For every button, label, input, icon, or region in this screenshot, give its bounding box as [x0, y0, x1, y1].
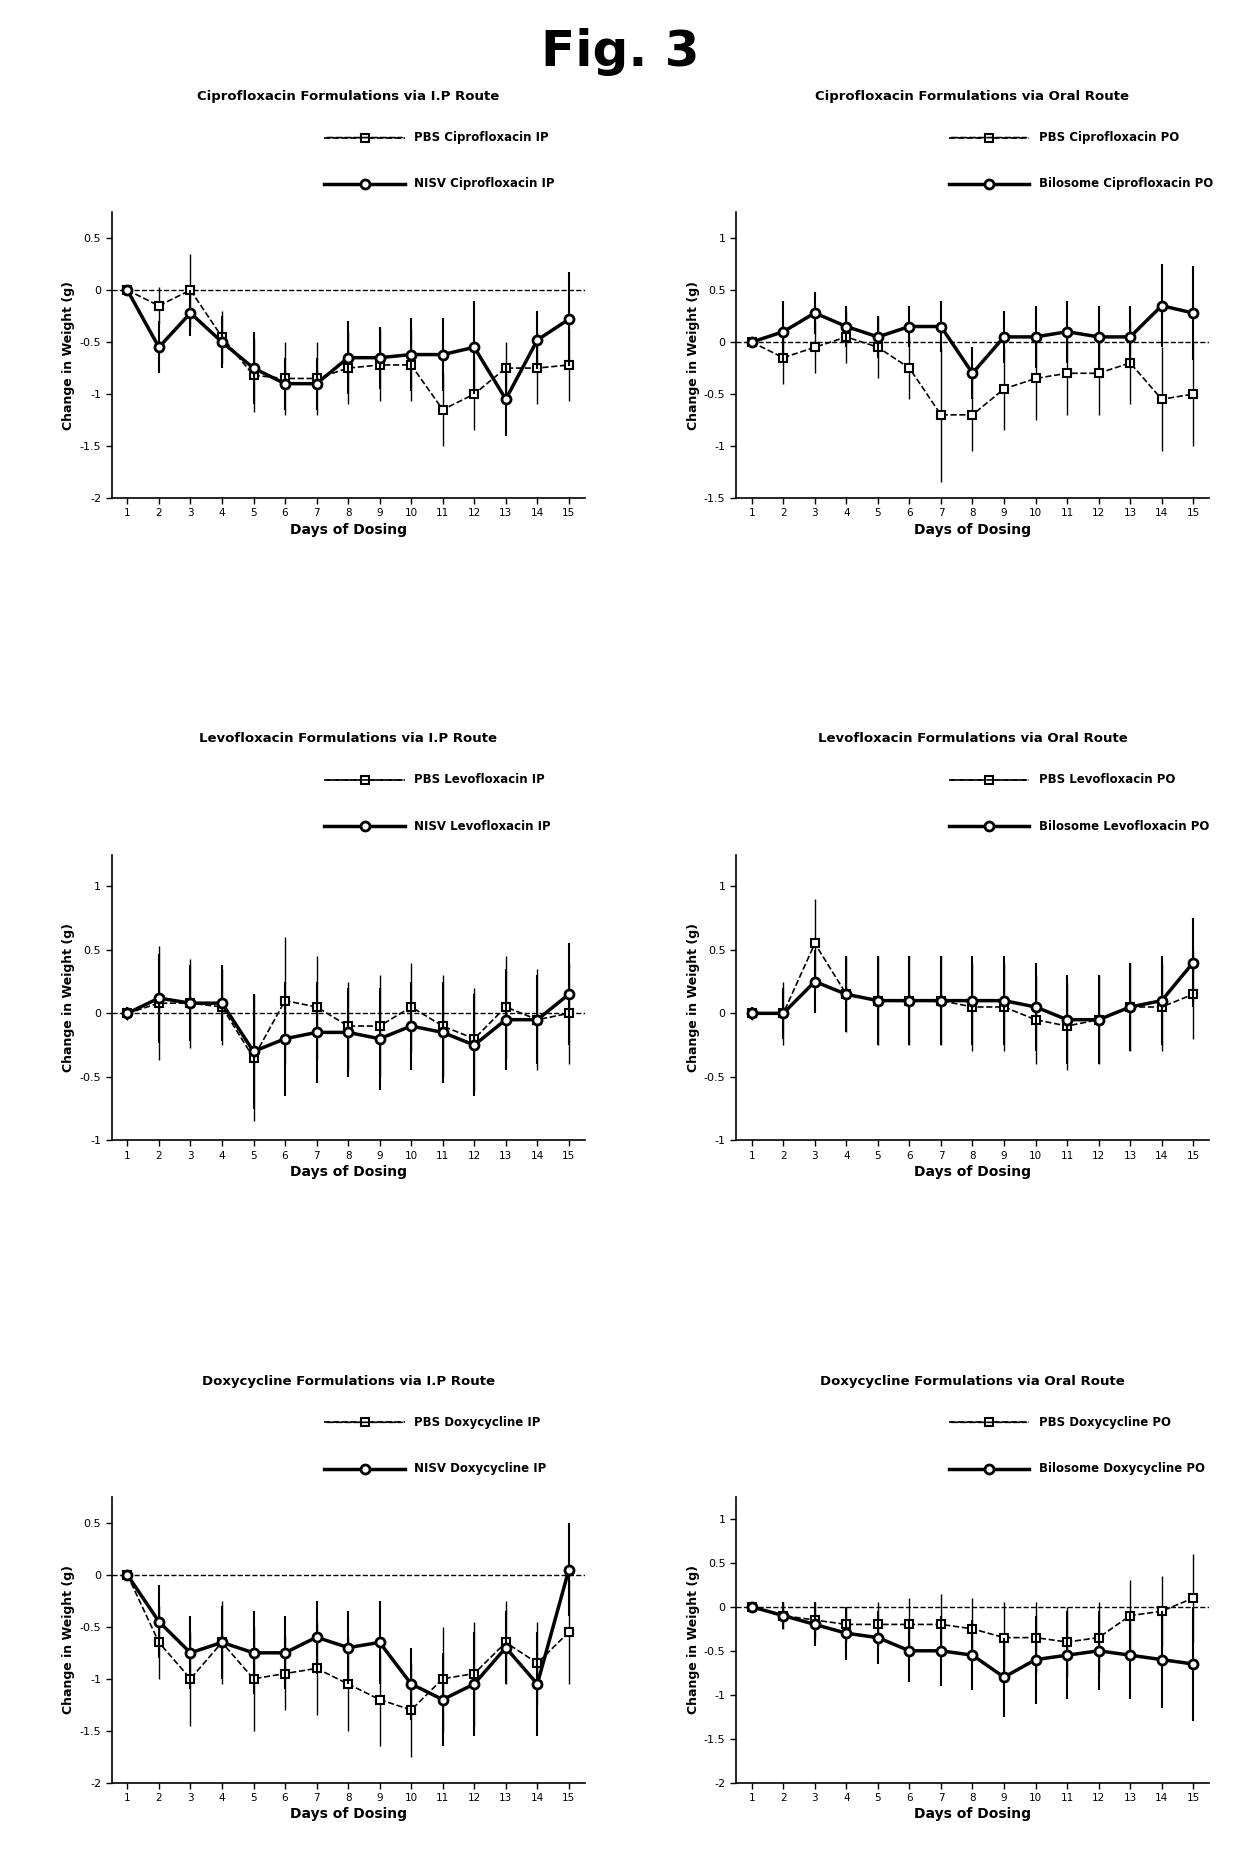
- Y-axis label: Change in Weight (g): Change in Weight (g): [687, 280, 699, 429]
- Text: Bilosome Ciprofloxacin PO: Bilosome Ciprofloxacin PO: [1039, 178, 1213, 191]
- Text: PBS Doxycycline IP: PBS Doxycycline IP: [414, 1415, 541, 1428]
- X-axis label: Days of Dosing: Days of Dosing: [290, 522, 407, 537]
- Text: Levofloxacin Formulations via Oral Route: Levofloxacin Formulations via Oral Route: [817, 732, 1127, 745]
- Text: Doxycycline Formulations via I.P Route: Doxycycline Formulations via I.P Route: [202, 1374, 495, 1387]
- Text: Ciprofloxacin Formulations via Oral Route: Ciprofloxacin Formulations via Oral Rout…: [816, 89, 1130, 102]
- Text: Bilosome Doxycycline PO: Bilosome Doxycycline PO: [1039, 1461, 1205, 1474]
- Text: NISV Doxycycline IP: NISV Doxycycline IP: [414, 1461, 547, 1474]
- Text: PBS Ciprofloxacin PO: PBS Ciprofloxacin PO: [1039, 132, 1179, 145]
- X-axis label: Days of Dosing: Days of Dosing: [290, 1807, 407, 1822]
- Text: Levofloxacin Formulations via I.P Route: Levofloxacin Formulations via I.P Route: [200, 732, 497, 745]
- Y-axis label: Change in Weight (g): Change in Weight (g): [62, 923, 76, 1071]
- X-axis label: Days of Dosing: Days of Dosing: [914, 1807, 1030, 1822]
- Y-axis label: Change in Weight (g): Change in Weight (g): [62, 280, 76, 429]
- Text: PBS Doxycycline PO: PBS Doxycycline PO: [1039, 1415, 1171, 1428]
- X-axis label: Days of Dosing: Days of Dosing: [914, 522, 1030, 537]
- Text: Ciprofloxacin Formulations via I.P Route: Ciprofloxacin Formulations via I.P Route: [197, 89, 500, 102]
- Y-axis label: Change in Weight (g): Change in Weight (g): [687, 1565, 699, 1714]
- Text: PBS Levofloxacin IP: PBS Levofloxacin IP: [414, 774, 546, 787]
- Text: Fig. 3: Fig. 3: [541, 28, 699, 76]
- Text: PBS Ciprofloxacin IP: PBS Ciprofloxacin IP: [414, 132, 549, 145]
- Text: NISV Levofloxacin IP: NISV Levofloxacin IP: [414, 819, 551, 832]
- Text: PBS Levofloxacin PO: PBS Levofloxacin PO: [1039, 774, 1176, 787]
- Y-axis label: Change in Weight (g): Change in Weight (g): [687, 923, 699, 1071]
- Text: Doxycycline Formulations via Oral Route: Doxycycline Formulations via Oral Route: [820, 1374, 1125, 1387]
- Y-axis label: Change in Weight (g): Change in Weight (g): [62, 1565, 76, 1714]
- Text: Bilosome Levofloxacin PO: Bilosome Levofloxacin PO: [1039, 819, 1209, 832]
- Text: NISV Ciprofloxacin IP: NISV Ciprofloxacin IP: [414, 178, 554, 191]
- X-axis label: Days of Dosing: Days of Dosing: [914, 1164, 1030, 1179]
- X-axis label: Days of Dosing: Days of Dosing: [290, 1164, 407, 1179]
